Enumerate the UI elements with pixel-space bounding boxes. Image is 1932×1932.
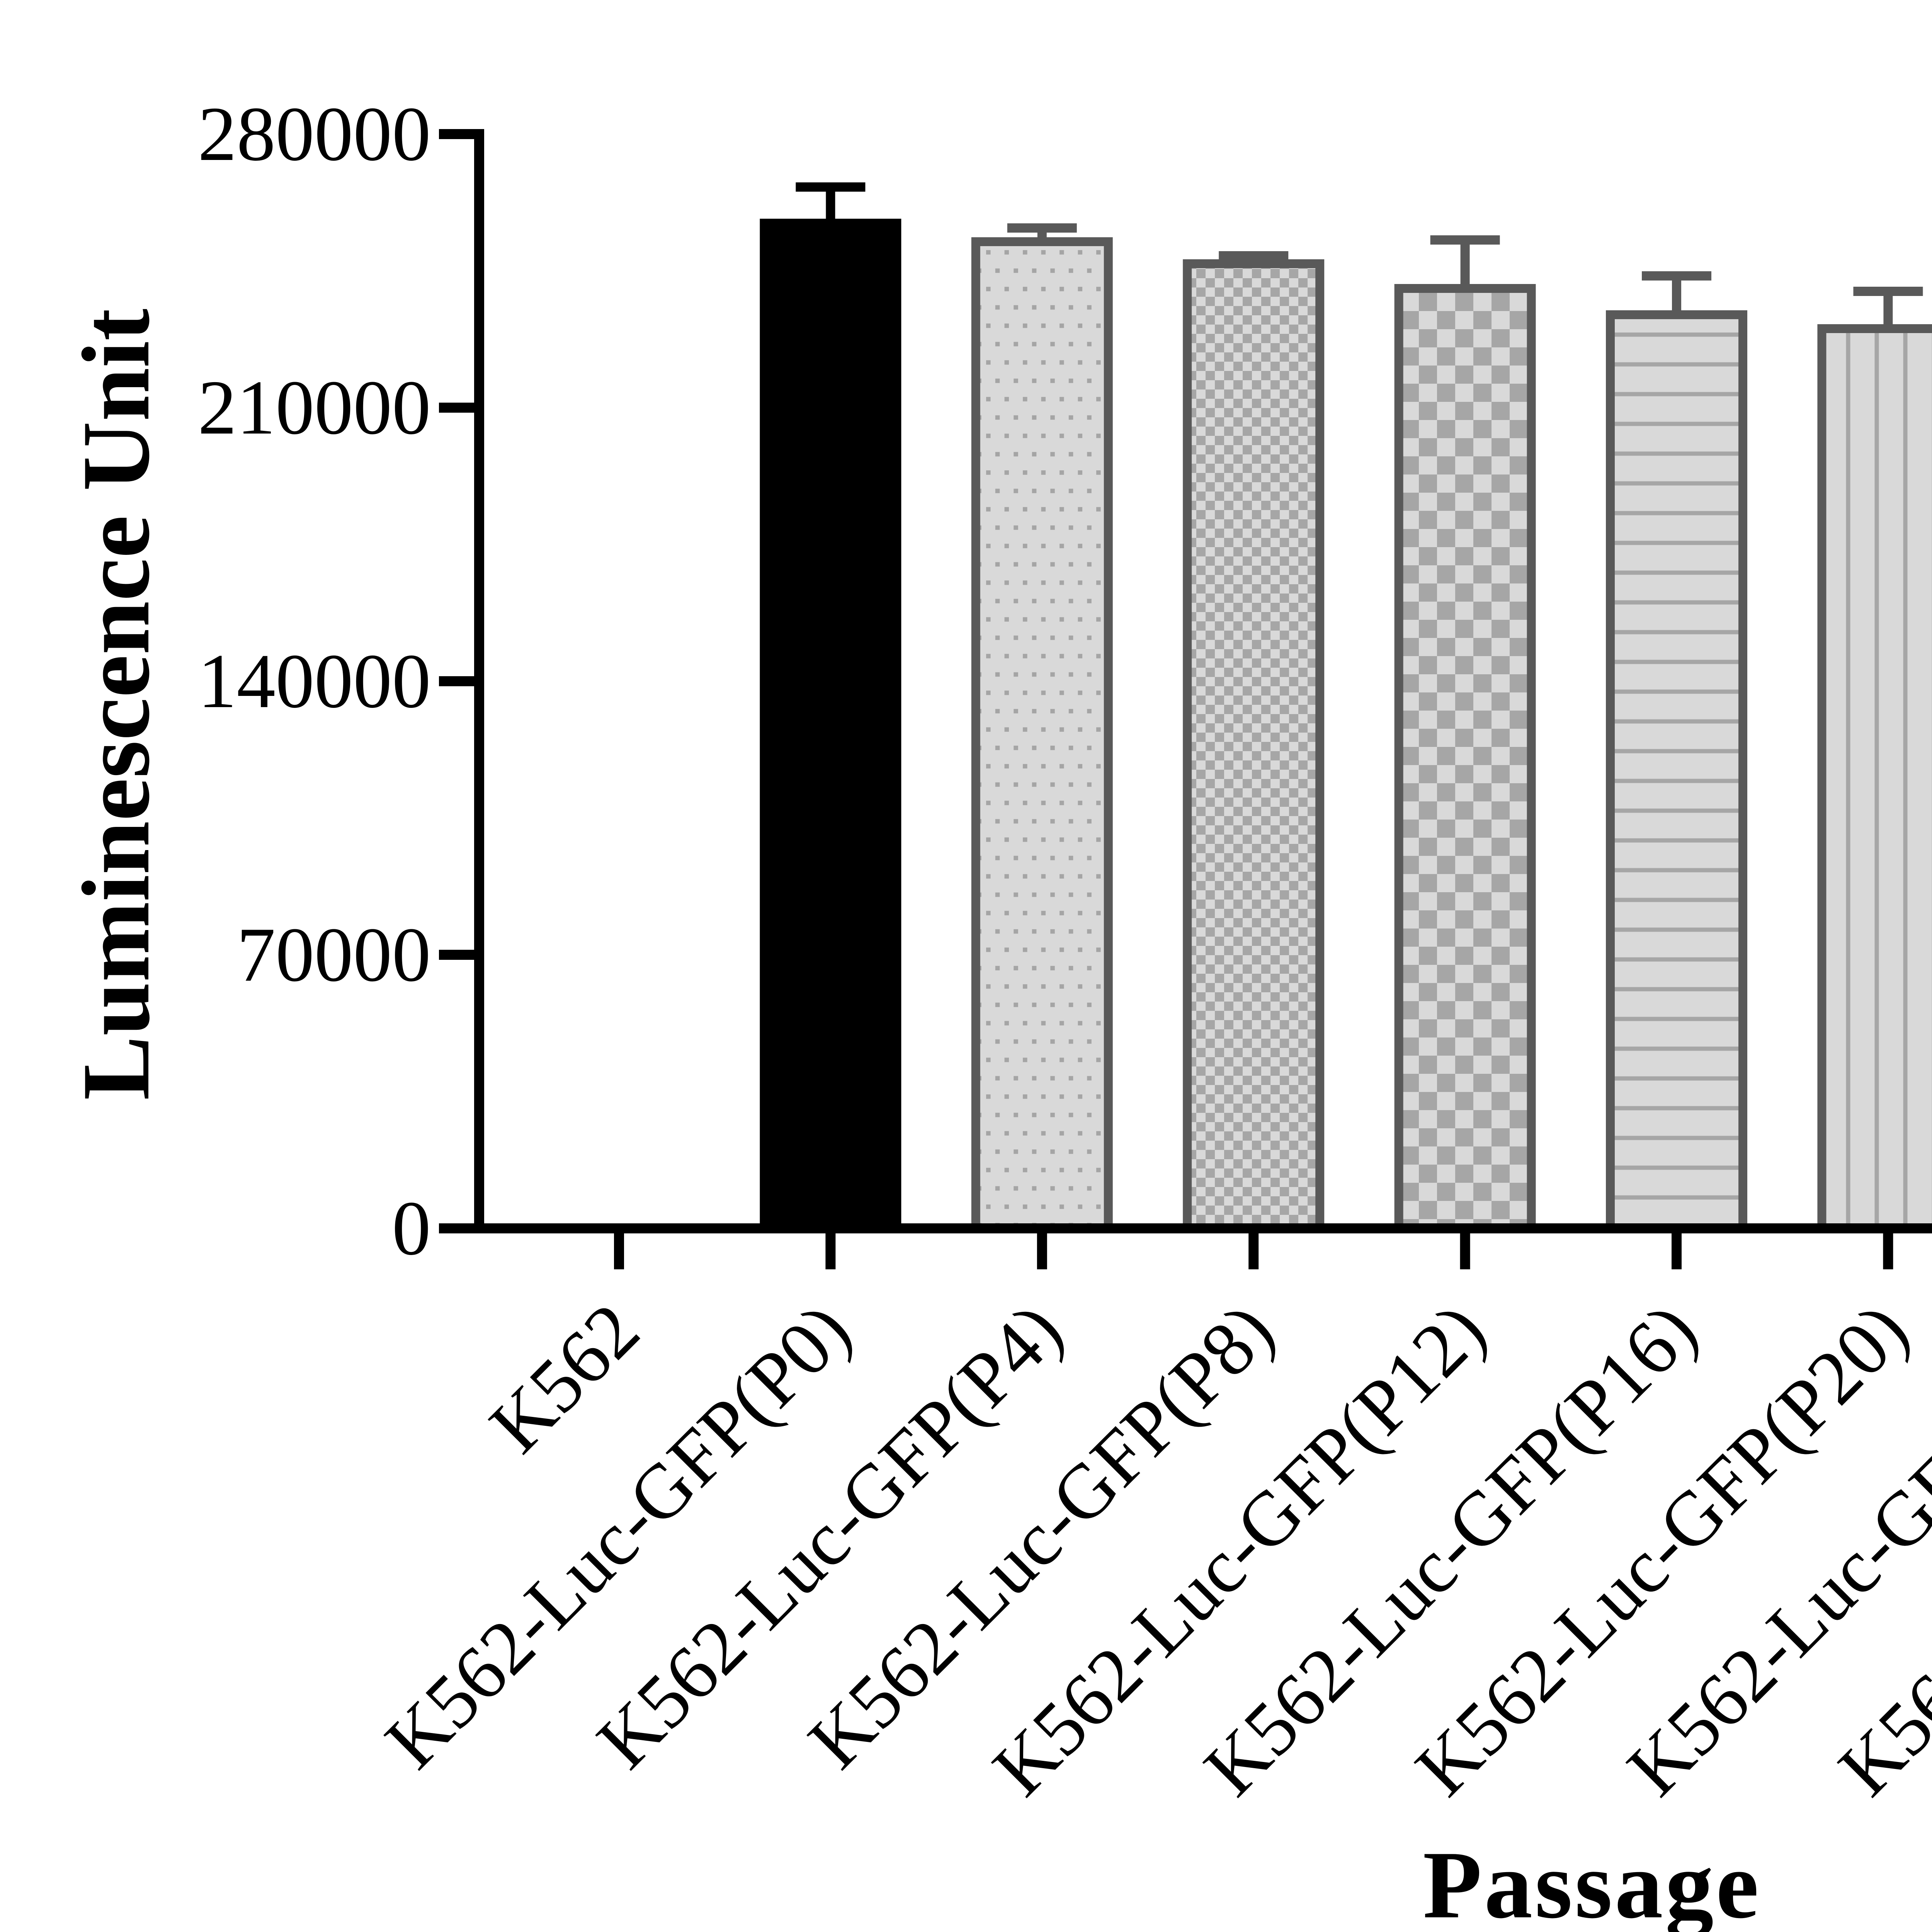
svg-text:280000: 280000: [198, 91, 431, 177]
svg-text:70000: 70000: [237, 912, 431, 998]
svg-text:140000: 140000: [198, 638, 431, 724]
svg-text:Passage: Passage: [1423, 1832, 1761, 1932]
svg-text:210000: 210000: [198, 365, 431, 451]
svg-text:0: 0: [392, 1185, 431, 1271]
svg-text:Luminescence Unit: Luminescence Unit: [63, 309, 170, 1100]
